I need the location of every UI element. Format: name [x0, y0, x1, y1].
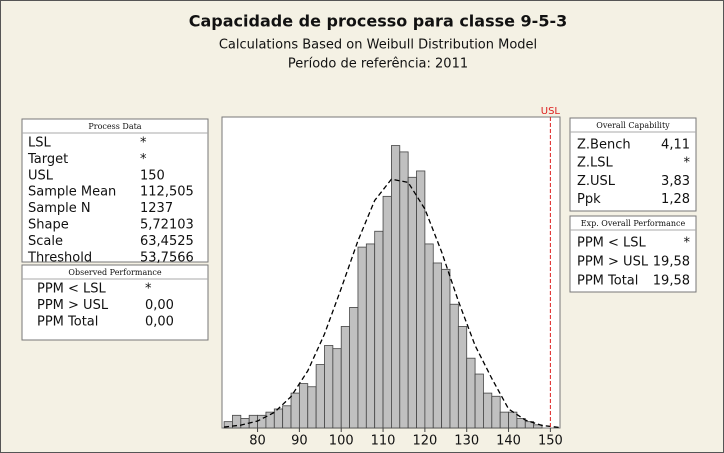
x-tick-label: 80 [249, 434, 266, 449]
chart-subtitle: Calculations Based on Weibull Distributi… [219, 38, 537, 53]
bar [483, 392, 493, 429]
panel-title: Observed Performance [68, 268, 161, 277]
usl-label: USL [541, 106, 561, 117]
row-value: 0,00 [145, 298, 174, 313]
row-value: 1237 [140, 201, 173, 216]
row-label: USL [28, 168, 54, 183]
bar [416, 170, 426, 429]
bar [508, 411, 518, 429]
row-label: PPM > USL [577, 255, 649, 270]
row-value: 5,72103 [140, 218, 194, 233]
bar [466, 357, 476, 429]
row-label: Ppk [577, 192, 601, 207]
panel-title: Process Data [88, 122, 141, 131]
panel-title: Overall Capability [596, 121, 670, 130]
row-value: * [684, 156, 691, 171]
bar [449, 303, 459, 429]
row-label: Sample N [28, 201, 91, 216]
x-tick-label: 150 [538, 434, 563, 449]
row-label: Target [27, 152, 68, 167]
row-value: 0,00 [145, 315, 174, 330]
bar [432, 262, 443, 429]
fit-curve [224, 178, 559, 429]
row-value: 3,83 [661, 174, 690, 189]
row-label: Z.Bench [577, 138, 631, 153]
bar [357, 246, 367, 429]
bar [499, 411, 509, 429]
row-value: 1,28 [661, 192, 690, 207]
bar [315, 364, 325, 429]
panel [21, 118, 209, 263]
row-label: PPM > USL [37, 298, 109, 313]
bar [349, 307, 359, 429]
bar [374, 230, 384, 429]
bar [382, 195, 392, 429]
bar [290, 392, 300, 429]
row-value: 112,505 [140, 185, 194, 200]
row-label: Shape [28, 218, 69, 233]
bar [491, 395, 501, 429]
bar [407, 176, 417, 429]
row-value: * [140, 136, 147, 151]
row-value: 19,58 [653, 255, 690, 270]
bar [533, 424, 543, 429]
row-label: LSL [28, 136, 51, 151]
row-value: 4,11 [661, 138, 690, 153]
row-value: * [145, 282, 152, 297]
bar [324, 345, 334, 429]
bar [424, 243, 434, 429]
row-value: * [684, 236, 691, 251]
x-tick-label: 120 [412, 434, 437, 449]
x-tick-label: 110 [371, 434, 396, 449]
bar [457, 326, 468, 429]
bar [441, 268, 451, 429]
row-label: Scale [28, 234, 63, 249]
x-tick-label: 140 [496, 434, 521, 449]
row-value: 53,7566 [140, 250, 194, 265]
row-label: PPM Total [37, 315, 98, 330]
row-value: 63,4525 [140, 234, 194, 249]
bar [399, 151, 409, 429]
chart-title: Capacidade de processo para classe 9-5-3 [189, 12, 567, 31]
bar [340, 326, 350, 429]
bar [365, 243, 376, 429]
x-tick-label: 100 [329, 434, 354, 449]
row-value: 150 [140, 168, 165, 183]
bar [273, 408, 284, 429]
bar [282, 405, 292, 429]
bar [474, 373, 484, 429]
x-tick-label: 130 [454, 434, 479, 449]
bar [298, 383, 309, 429]
row-label: Threshold [27, 250, 92, 265]
panel-title: Exp. Overall Performance [581, 219, 686, 228]
panel [21, 264, 209, 341]
row-label: Sample Mean [28, 185, 116, 200]
row-label: PPM Total [577, 274, 638, 289]
bar [332, 348, 342, 429]
row-label: Z.LSL [577, 156, 614, 171]
row-value: 19,58 [653, 274, 690, 289]
row-label: Z.USL [577, 174, 616, 189]
bar [391, 145, 401, 429]
bar [307, 386, 317, 429]
row-label: PPM < LSL [577, 236, 647, 251]
panel [569, 215, 697, 293]
x-tick-label: 90 [291, 434, 308, 449]
chart-subtitle: Período de referência: 2011 [288, 57, 468, 72]
row-value: * [140, 152, 147, 167]
row-label: PPM < LSL [37, 282, 107, 297]
panel [569, 117, 697, 212]
